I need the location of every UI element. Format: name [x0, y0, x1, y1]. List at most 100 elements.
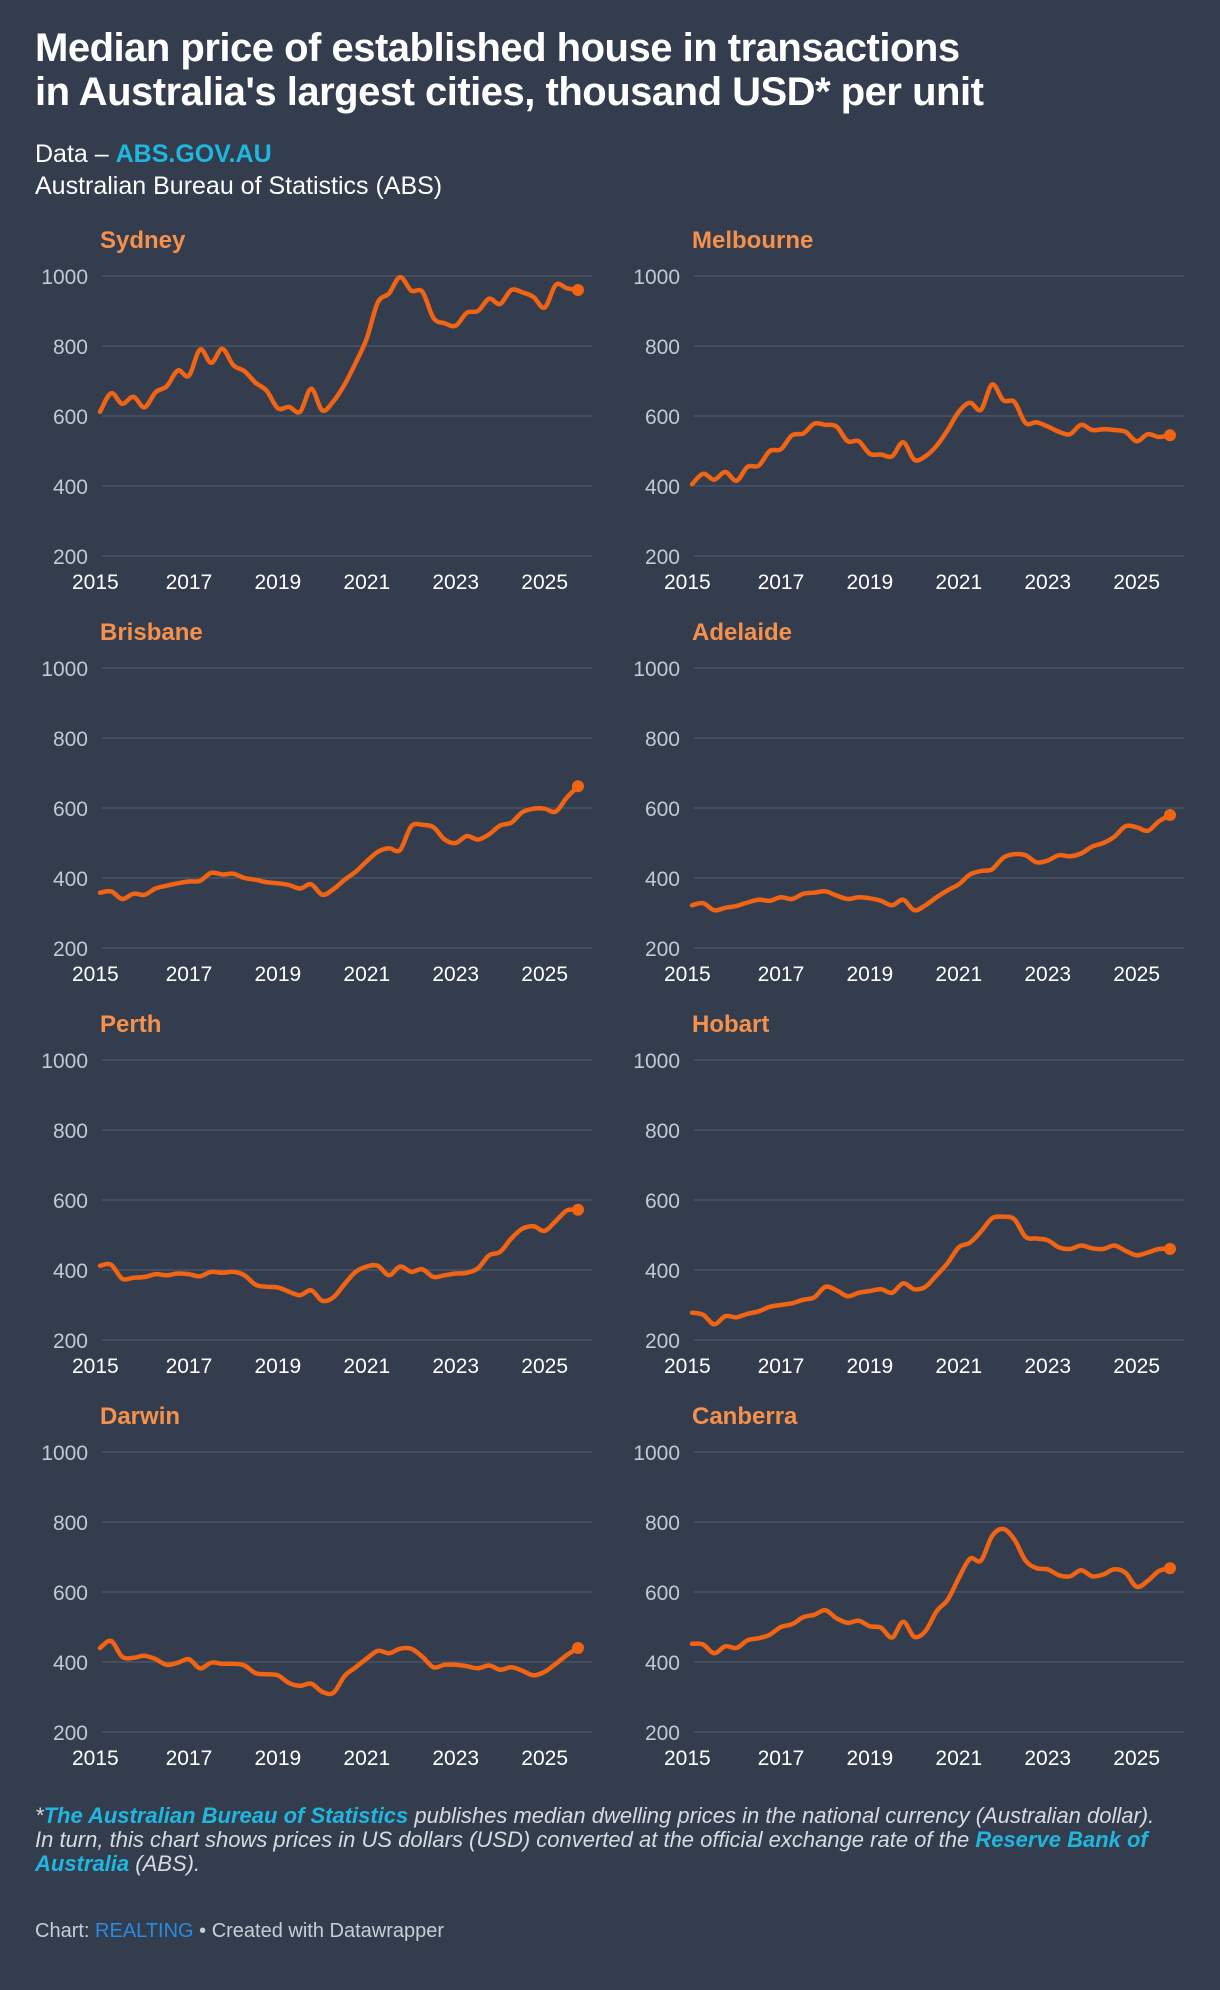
perth-ytick-600: 600	[53, 1190, 88, 1213]
data-source-name: Australian Bureau of Statistics (ABS)	[35, 172, 443, 200]
hobart-xtick-2017: 2017	[758, 1355, 805, 1378]
perth-xtick-2021: 2021	[343, 1355, 390, 1378]
sydney-ytick-600: 600	[53, 406, 88, 429]
adelaide-ytick-1000: 1000	[633, 658, 680, 681]
sydney-ytick-800: 800	[53, 336, 88, 359]
hobart-ytick-400: 400	[645, 1260, 680, 1283]
rba-link[interactable]: Reserve Bank of Australia	[35, 1827, 1148, 1876]
credit-prefix: Chart:	[35, 1920, 96, 1942]
brisbane-xtick-2023: 2023	[432, 963, 479, 986]
perth-xtick-2015: 2015	[72, 1355, 119, 1378]
darwin-xtick-2023: 2023	[432, 1747, 479, 1770]
hobart-xtick-2023: 2023	[1024, 1355, 1071, 1378]
canberra-panel-title: Canberra	[692, 1403, 798, 1430]
perth-panel-title: Perth	[100, 1011, 161, 1038]
brisbane-xtick-2021: 2021	[343, 963, 390, 986]
sydney-ytick-200: 200	[53, 546, 88, 569]
canberra-series-line	[689, 1526, 1173, 1656]
canberra-last-point	[1164, 1562, 1176, 1575]
brisbane-xtick-2025: 2025	[521, 963, 568, 986]
adelaide-xtick-2023: 2023	[1024, 963, 1071, 986]
canberra-xtick-2015: 2015	[664, 1747, 711, 1770]
adelaide-xtick-2021: 2021	[935, 963, 982, 986]
canberra-xtick-2025: 2025	[1113, 1747, 1160, 1770]
perth-ytick-400: 400	[53, 1260, 88, 1283]
melbourne-xtick-2025: 2025	[1113, 571, 1160, 594]
melbourne-last-point	[1164, 429, 1176, 442]
melbourne-series-line	[689, 382, 1173, 487]
sydney-last-point	[572, 284, 584, 296]
canberra-ytick-1000: 1000	[633, 1442, 680, 1465]
darwin-series-line	[97, 1638, 581, 1697]
sydney-ytick-1000: 1000	[41, 266, 88, 289]
canberra-ytick-600: 600	[645, 1582, 680, 1605]
brisbane-ytick-600: 600	[53, 798, 88, 821]
melbourne-ytick-1000: 1000	[633, 266, 680, 289]
abs-footnote-link[interactable]: The Australian Bureau of Statistics	[43, 1803, 409, 1828]
melbourne-xtick-2021: 2021	[935, 571, 982, 594]
perth-xtick-2019: 2019	[255, 1355, 302, 1378]
brisbane-series-line	[97, 784, 581, 902]
abs-link[interactable]: ABS.GOV.AU	[115, 140, 272, 168]
darwin-ytick-800: 800	[53, 1512, 88, 1535]
sydney-xtick-2021: 2021	[343, 571, 390, 594]
adelaide-xtick-2019: 2019	[847, 963, 894, 986]
footnote-text-2: In turn, this chart shows prices in US d…	[35, 1827, 976, 1852]
sydney-xtick-2015: 2015	[72, 571, 119, 594]
darwin-xtick-2021: 2021	[343, 1747, 390, 1770]
sydney-xtick-2019: 2019	[255, 571, 302, 594]
data-source: Data – ABS.GOV.AU Australian Bureau of S…	[35, 138, 442, 202]
credit-suffix: • Created with Datawrapper	[193, 1920, 445, 1942]
adelaide-xtick-2015: 2015	[664, 963, 711, 986]
canberra-xtick-2017: 2017	[758, 1747, 805, 1770]
darwin-ytick-200: 200	[53, 1722, 88, 1745]
sydney-xtick-2025: 2025	[521, 571, 568, 594]
adelaide-xtick-2017: 2017	[758, 963, 805, 986]
canberra-ytick-400: 400	[645, 1652, 680, 1675]
title-line-2: in Australia's largest cities, thousand …	[35, 70, 984, 114]
realting-link[interactable]: REALTING	[95, 1920, 194, 1942]
melbourne-panel-title: Melbourne	[692, 227, 813, 254]
title-line-1: Median price of established house in tra…	[35, 26, 960, 70]
perth-xtick-2017: 2017	[166, 1355, 213, 1378]
adelaide-last-point	[1164, 809, 1176, 821]
melbourne-ytick-800: 800	[645, 336, 680, 359]
melbourne-xtick-2017: 2017	[758, 571, 805, 594]
canberra-xtick-2019: 2019	[847, 1747, 894, 1770]
perth-last-point	[572, 1203, 584, 1216]
hobart-last-point	[1164, 1243, 1176, 1255]
footnote-line-2: In turn, this chart shows prices in US d…	[35, 1828, 1185, 1876]
hobart-xtick-2015: 2015	[664, 1355, 711, 1378]
adelaide-panel-title: Adelaide	[692, 619, 792, 646]
canberra-ytick-200: 200	[645, 1722, 680, 1745]
footnote: *The Australian Bureau of Statistics pub…	[35, 1804, 1185, 1876]
brisbane-ytick-1000: 1000	[41, 658, 88, 681]
darwin-panel-title: Darwin	[100, 1403, 180, 1430]
brisbane-panel-title: Brisbane	[100, 619, 203, 646]
sydney-xtick-2023: 2023	[432, 571, 479, 594]
perth-ytick-1000: 1000	[41, 1050, 88, 1073]
perth-xtick-2025: 2025	[521, 1355, 568, 1378]
sydney-panel-title: Sydney	[100, 227, 186, 254]
sydney-xtick-2017: 2017	[166, 571, 213, 594]
melbourne-ytick-200: 200	[645, 546, 680, 569]
melbourne-xtick-2015: 2015	[664, 571, 711, 594]
darwin-ytick-600: 600	[53, 1582, 88, 1605]
canberra-xtick-2021: 2021	[935, 1747, 982, 1770]
brisbane-last-point	[572, 780, 584, 793]
canberra-ytick-800: 800	[645, 1512, 680, 1535]
darwin-ytick-1000: 1000	[41, 1442, 88, 1465]
chart-credit: Chart: REALTING • Created with Datawrapp…	[35, 1920, 444, 1943]
adelaide-ytick-200: 200	[645, 938, 680, 961]
darwin-xtick-2019: 2019	[255, 1747, 302, 1770]
hobart-ytick-800: 800	[645, 1120, 680, 1143]
perth-ytick-200: 200	[53, 1330, 88, 1353]
hobart-ytick-600: 600	[645, 1190, 680, 1213]
footnote-star: *	[35, 1803, 44, 1828]
adelaide-xtick-2025: 2025	[1113, 963, 1160, 986]
brisbane-xtick-2019: 2019	[255, 963, 302, 986]
darwin-xtick-2017: 2017	[166, 1747, 213, 1770]
data-source-line: Data – ABS.GOV.AU	[35, 138, 442, 170]
darwin-ytick-400: 400	[53, 1652, 88, 1675]
darwin-xtick-2025: 2025	[521, 1747, 568, 1770]
